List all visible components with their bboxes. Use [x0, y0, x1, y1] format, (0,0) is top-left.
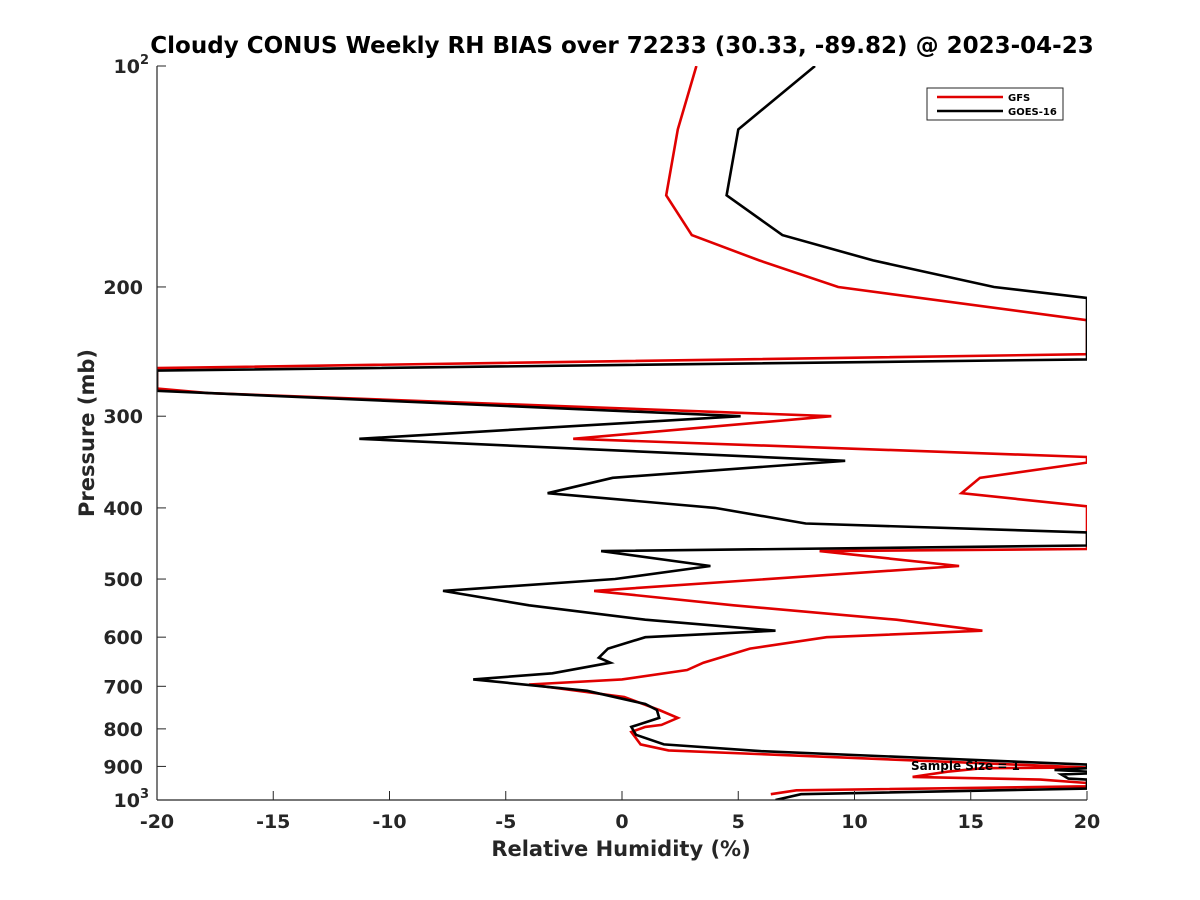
y-tick-label: 102 — [114, 53, 150, 78]
legend-label: GFS — [1008, 93, 1030, 104]
y-tick-label: 103 — [114, 787, 150, 812]
legend: GFS GOES-16 — [926, 87, 1064, 121]
x-tick-label: -15 — [256, 811, 290, 833]
y-tick-label: 300 — [103, 406, 143, 428]
y-tick-label: 600 — [103, 627, 143, 649]
y-tick-exponent: 2 — [140, 53, 149, 68]
chart-title: Cloudy CONUS Weekly RH BIAS over 72233 (… — [150, 33, 1093, 59]
x-tick-label: 0 — [615, 811, 628, 833]
y-tick-label: 200 — [103, 277, 143, 299]
legend-box — [926, 87, 1064, 121]
legend-label: GOES-16 — [1008, 107, 1057, 118]
y-tick-label: 400 — [103, 498, 143, 520]
y-tick-exponent: 3 — [140, 787, 149, 802]
series-line-goes-16 — [157, 66, 1087, 800]
y-tick-base: 10 — [114, 56, 140, 78]
x-axis: -20 -15 -10 -5 0 5 10 15 20 — [140, 791, 1100, 833]
y-axis-label: Pressure (mb) — [75, 349, 99, 517]
x-tick-label: -10 — [372, 811, 406, 833]
x-tick-label: 5 — [732, 811, 745, 833]
x-tick-label: 15 — [958, 811, 984, 833]
y-tick-label: 500 — [103, 569, 143, 591]
y-tick-label: 800 — [103, 719, 143, 741]
series-line-gfs — [157, 66, 1087, 796]
x-axis-label: Relative Humidity (%) — [491, 837, 750, 861]
x-tick-label: -20 — [140, 811, 174, 833]
x-tick-label: 20 — [1074, 811, 1100, 833]
y-tick-base: 10 — [114, 790, 140, 812]
sample-size-annotation: Sample Size = 1 — [911, 759, 1020, 773]
y-tick-label: 700 — [103, 676, 143, 698]
x-tick-label: -5 — [495, 811, 516, 833]
x-tick-label: 10 — [841, 811, 867, 833]
y-tick-label: 900 — [103, 756, 143, 778]
